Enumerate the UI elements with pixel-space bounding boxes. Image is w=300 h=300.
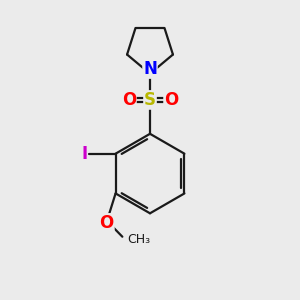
Text: S: S (144, 91, 156, 109)
Text: O: O (100, 214, 114, 232)
Text: N: N (143, 60, 157, 78)
Text: CH₃: CH₃ (128, 232, 151, 246)
Text: O: O (122, 91, 136, 109)
Text: I: I (82, 145, 88, 163)
Text: O: O (164, 91, 178, 109)
